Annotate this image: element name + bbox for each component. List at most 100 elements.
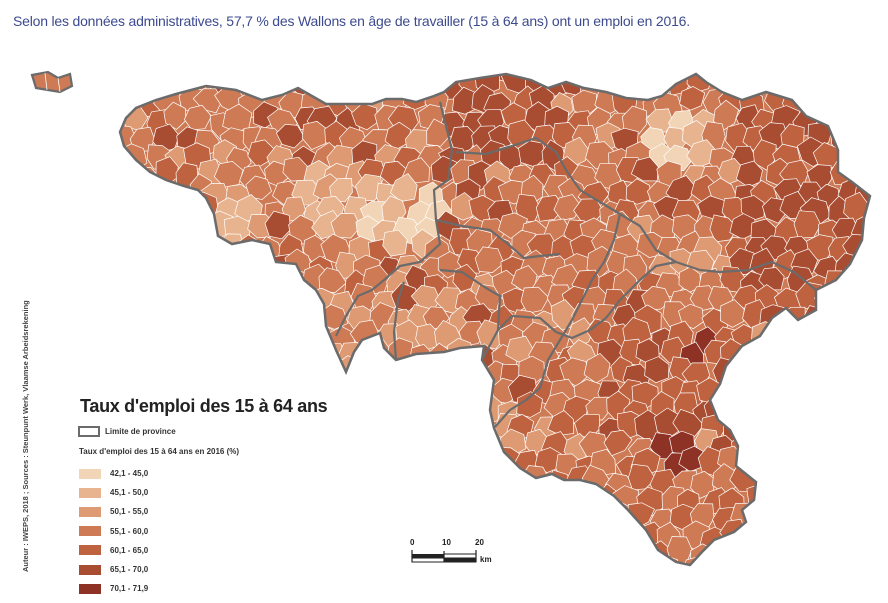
commune-area [185, 251, 214, 278]
commune-area [391, 464, 422, 491]
commune-area [357, 535, 383, 561]
commune-area [183, 541, 211, 565]
commune-area [774, 364, 803, 390]
commune-area [402, 81, 428, 111]
commune-area [585, 503, 611, 529]
commune-area [318, 267, 347, 293]
commune-area [338, 372, 367, 400]
commune-area [746, 399, 774, 426]
province-boundary-label: Limite de province [105, 427, 176, 436]
commune-area [313, 359, 342, 389]
commune-area [166, 540, 194, 565]
commune-area [387, 363, 419, 390]
commune-area [516, 391, 543, 418]
commune-area [829, 92, 854, 117]
legend-class-label: 45,1 - 50,0 [110, 488, 149, 498]
commune-area [851, 266, 870, 293]
commune-area [140, 215, 171, 244]
commune-area [460, 466, 490, 498]
legend-class-item: 55,1 - 60,0 [79, 522, 148, 541]
commune-area [817, 508, 847, 536]
legend-class-item: 42,1 - 45,0 [79, 464, 148, 483]
legend-class-item: 70,1 - 71,9 [79, 579, 148, 598]
commune-area [455, 434, 486, 459]
commune-area [151, 237, 177, 266]
commune-area [203, 285, 233, 315]
commune-area [815, 466, 843, 491]
commune-area [255, 448, 287, 473]
commune-area [839, 391, 863, 420]
commune-area [182, 359, 210, 387]
commune-area [165, 362, 193, 388]
commune-area [679, 86, 706, 111]
commune-area [213, 484, 245, 514]
legend-classes: 42,1 - 45,0 45,1 - 50,0 50,1 - 55,0 55,1… [79, 464, 148, 598]
commune-area [385, 523, 409, 556]
commune-area [205, 505, 235, 534]
commune-area [760, 338, 790, 365]
commune-area [458, 357, 485, 386]
commune-area [226, 503, 256, 527]
commune-area [395, 74, 424, 99]
commune-area [254, 504, 281, 534]
commune-area [438, 431, 466, 457]
commune-area [471, 451, 499, 479]
commune-area [851, 535, 870, 564]
commune-area [417, 469, 451, 495]
commune-area [174, 201, 204, 229]
commune-area [242, 463, 269, 495]
commune-area [120, 310, 141, 337]
legend-title: Taux d'emploi des 15 à 64 ans [80, 396, 328, 416]
commune-area [120, 191, 138, 222]
commune-area [746, 483, 773, 510]
commune-area [120, 215, 131, 243]
commune-area [819, 520, 849, 547]
commune-area [153, 196, 180, 224]
commune-area [388, 413, 413, 440]
commune-area [426, 417, 457, 445]
commune-area [275, 123, 306, 149]
commune-area [284, 74, 308, 81]
commune-area [447, 445, 475, 477]
commune-area [746, 559, 773, 565]
commune-area [465, 485, 492, 514]
commune-area [592, 560, 620, 565]
commune-area [303, 480, 330, 513]
legend-swatch [79, 545, 101, 556]
commune-area [351, 359, 377, 385]
commune-area [753, 540, 780, 565]
commune-area [407, 412, 435, 442]
commune-area [166, 213, 195, 243]
commune-area [425, 452, 451, 477]
commune-area [355, 471, 382, 499]
commune-area [362, 557, 391, 565]
commune-area [848, 557, 870, 565]
commune-area [295, 465, 323, 489]
commune-area [448, 411, 478, 437]
commune-area [839, 144, 865, 176]
commune-area [298, 306, 325, 337]
commune-area [120, 176, 129, 204]
commune-area [360, 524, 390, 553]
commune-area [553, 554, 579, 565]
commune-area [824, 408, 851, 440]
commune-area [190, 418, 220, 444]
commune-area [263, 270, 290, 298]
commune-area [475, 464, 506, 493]
commune-area [382, 229, 408, 257]
commune-area [447, 373, 473, 403]
commune-area [90, 86, 113, 113]
commune-area [220, 453, 247, 482]
commune-area [752, 355, 779, 381]
commune-area [341, 527, 368, 555]
commune-area [537, 524, 566, 550]
commune-area [539, 504, 568, 534]
commune-area [227, 542, 255, 565]
commune-area [764, 383, 793, 409]
commune-area [858, 397, 870, 424]
commune-area [715, 557, 743, 565]
map-caption: Selon les données administratives, 57,7 … [13, 13, 690, 29]
commune-area [837, 74, 864, 101]
commune-area [630, 156, 659, 182]
commune-area [243, 558, 268, 565]
